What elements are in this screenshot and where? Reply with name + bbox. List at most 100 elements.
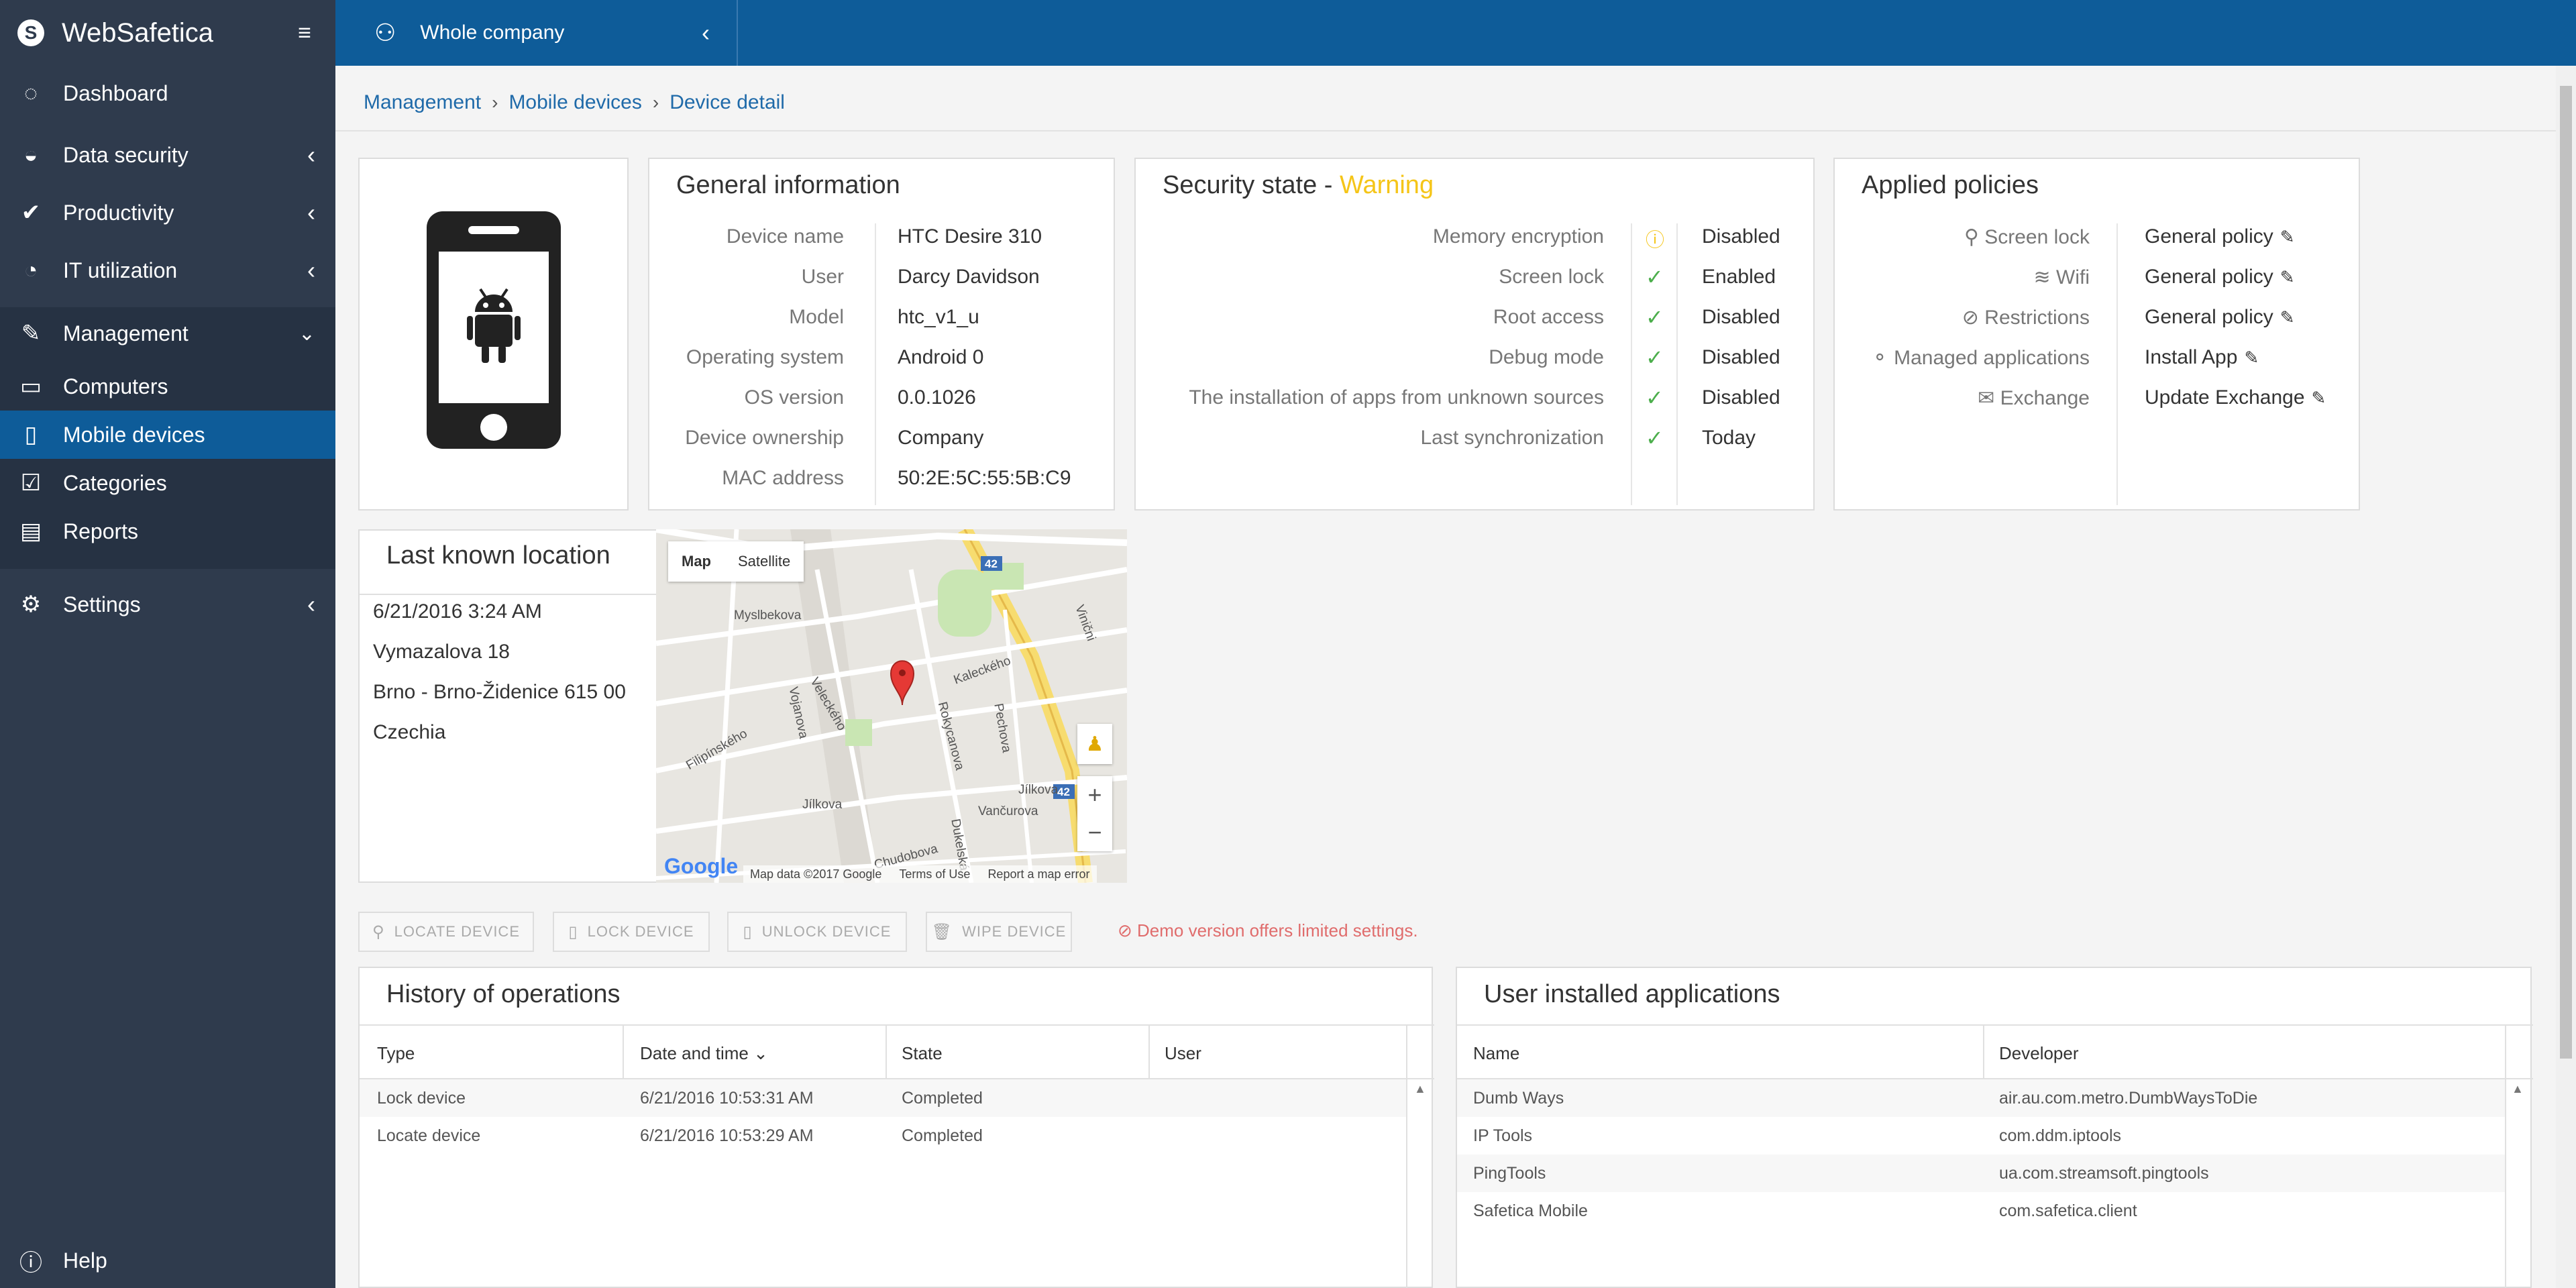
column-divider <box>885 1026 887 1078</box>
wipe-device-button[interactable]: 🗑 WIPE DEVICE <box>926 912 1072 952</box>
column-header-developer[interactable]: Developer <box>1999 1043 2079 1063</box>
hamburger-menu-icon[interactable]: ≡ <box>298 20 311 46</box>
sidebar-item-dashboard[interactable]: ◌ Dashboard <box>0 66 335 121</box>
column-header-name[interactable]: Name <box>1473 1043 1520 1063</box>
phone-speaker <box>468 226 519 234</box>
security-status-badge: Warning <box>1339 171 1434 199</box>
history-type-cell: Locate device <box>377 1126 481 1145</box>
map-type-tabs: Map Satellite <box>668 541 804 582</box>
chevron-left-icon[interactable]: ‹ <box>702 19 710 46</box>
table-row[interactable] <box>1457 1079 2505 1117</box>
location-country: Czechia <box>373 721 446 743</box>
memory-encryption-label: Memory encryption <box>1432 225 1604 248</box>
sidebar-item-reports[interactable]: ▤ Reports <box>0 507 335 555</box>
scope-selector[interactable]: ⚇ Whole company ‹ <box>335 0 738 66</box>
breadcrumb-mobile-devices[interactable]: Mobile devices <box>508 91 642 113</box>
policy-restrictions-label: ⊘ Restrictions <box>1835 306 2090 329</box>
table-row[interactable] <box>1457 1155 2505 1192</box>
edit-pencil-icon[interactable]: ✎ <box>2311 388 2326 408</box>
scrollbar-thumb[interactable] <box>2560 86 2572 1059</box>
history-date-cell: 6/21/2016 10:53:29 AM <box>640 1126 814 1145</box>
unlock-icon: ▯ <box>743 922 753 941</box>
sidebar-item-it-utilization[interactable]: ◔ IT utilization ‹ <box>0 243 335 298</box>
policy-label-text: Restrictions <box>1984 307 2090 329</box>
column-header-label: Date and time <box>640 1043 749 1063</box>
policy-value-text: General policy <box>2145 306 2273 328</box>
column-header-state[interactable]: State <box>902 1043 943 1063</box>
map-tab-satellite[interactable]: Satellite <box>738 553 791 570</box>
sidebar-item-help[interactable]: ⓘ Help <box>0 1233 335 1288</box>
table-row[interactable] <box>1457 1192 2505 1230</box>
policy-restrictions-value[interactable]: General policy ✎ <box>2145 306 2295 329</box>
table-top-line <box>360 1024 1434 1026</box>
table-top-line <box>1457 1024 2533 1026</box>
map-terms-link[interactable]: Terms of Use <box>899 867 971 881</box>
sidebar-item-mobile-devices[interactable]: ▯ Mobile devices <box>0 411 335 459</box>
sidebar-item-data-security[interactable]: ◒ Data security ‹ <box>0 127 335 182</box>
android-icon <box>467 288 521 363</box>
unlock-device-button[interactable]: ▯ UNLOCK DEVICE <box>727 912 907 952</box>
policy-value-text: Update Exchange <box>2145 386 2305 409</box>
scroll-up-icon[interactable]: ▲ <box>1414 1082 1426 1095</box>
app-developer-cell: air.au.com.metro.DumbWaysToDie <box>1999 1089 2258 1108</box>
edit-pencil-icon[interactable]: ✎ <box>2279 227 2295 247</box>
policy-managed-apps-value[interactable]: Install App ✎ <box>2145 346 2259 369</box>
page-scrollbar[interactable] <box>2556 66 2576 1288</box>
zoom-in-button[interactable]: + <box>1087 781 1102 808</box>
column-header-user[interactable]: User <box>1165 1043 1201 1063</box>
table-row[interactable] <box>1457 1117 2505 1155</box>
map-tab-map[interactable]: Map <box>682 553 711 570</box>
map-data-credit: Map data ©2017 Google <box>750 867 882 881</box>
map-street-label: Jílkova <box>1018 783 1059 797</box>
apps-title: User installed applications <box>1484 980 1780 1008</box>
sidebar-item-settings[interactable]: ⚙ Settings ‹ <box>0 577 335 632</box>
button-label: UNLOCK DEVICE <box>761 923 892 940</box>
table-header-line <box>1457 1078 2533 1079</box>
scroll-up-icon[interactable]: ▲ <box>2512 1082 2524 1095</box>
os-version-value: 0.0.1026 <box>898 386 976 409</box>
policy-wifi-value[interactable]: General policy ✎ <box>2145 266 2295 288</box>
edit-pencil-icon[interactable]: ✎ <box>2279 267 2295 287</box>
edit-pencil-icon[interactable]: ✎ <box>2279 307 2295 327</box>
sidebar-item-label: Reports <box>63 519 139 543</box>
policy-screen-lock-value[interactable]: General policy ✎ <box>2145 225 2295 248</box>
column-header-date[interactable]: Date and time ⌄ <box>640 1043 768 1064</box>
column-divider <box>875 223 876 505</box>
app-name-cell: Safetica Mobile <box>1473 1201 1588 1220</box>
locate-device-button[interactable]: ⚲ LOCATE DEVICE <box>358 912 534 952</box>
sidebar-item-productivity[interactable]: ✔ Productivity ‹ <box>0 185 335 240</box>
device-ownership-value: Company <box>898 427 984 449</box>
model-label: Model <box>789 306 844 328</box>
last-synchronization-label: Last synchronization <box>1420 427 1605 449</box>
location-map[interactable]: Myslbekova Vojanova Kaleckého Pechova Ro… <box>656 529 1127 883</box>
table-row[interactable] <box>360 1117 1406 1155</box>
map-road-shield: 42 <box>985 557 998 570</box>
table-row[interactable] <box>360 1079 1406 1117</box>
history-title: History of operations <box>386 980 621 1008</box>
policy-exchange-value[interactable]: Update Exchange ✎ <box>2145 386 2326 409</box>
shield-icon: ◒ <box>23 142 38 168</box>
location-timestamp: 6/21/2016 3:24 AM <box>373 600 542 623</box>
map-zoom-control: + − <box>1077 776 1112 851</box>
policy-label-text: Managed applications <box>1894 347 2090 369</box>
zoom-out-button[interactable]: − <box>1087 818 1102 846</box>
device-image-panel <box>358 158 629 511</box>
map-report-link[interactable]: Report a map error <box>987 867 1090 881</box>
column-divider <box>1676 223 1678 505</box>
policy-label-text: Exchange <box>2000 387 2090 409</box>
edit-pencil-icon[interactable]: ✎ <box>2244 347 2259 368</box>
sidebar-item-computers[interactable]: ▭ Computers <box>0 362 335 411</box>
column-header-type[interactable]: Type <box>377 1043 415 1063</box>
model-value: htc_v1_u <box>898 306 979 328</box>
street-view-pegman-icon[interactable]: ♟ <box>1077 724 1112 764</box>
general-information-title: General information <box>676 171 900 199</box>
chevron-left-icon: ‹ <box>307 256 315 284</box>
gear-icon: ⚙ <box>20 592 42 617</box>
sidebar-item-categories[interactable]: ☑ Categories <box>0 459 335 507</box>
lock-device-button[interactable]: ▯ LOCK DEVICE <box>553 912 710 952</box>
breadcrumb-device-detail[interactable]: Device detail <box>669 91 785 113</box>
sidebar-item-management[interactable]: ✎ Management ⌄ <box>0 306 335 361</box>
breadcrumb-management[interactable]: Management <box>364 91 482 113</box>
sidebar: S WebSafetica ≡ ◌ Dashboard ◒ Data secur… <box>0 0 335 1288</box>
